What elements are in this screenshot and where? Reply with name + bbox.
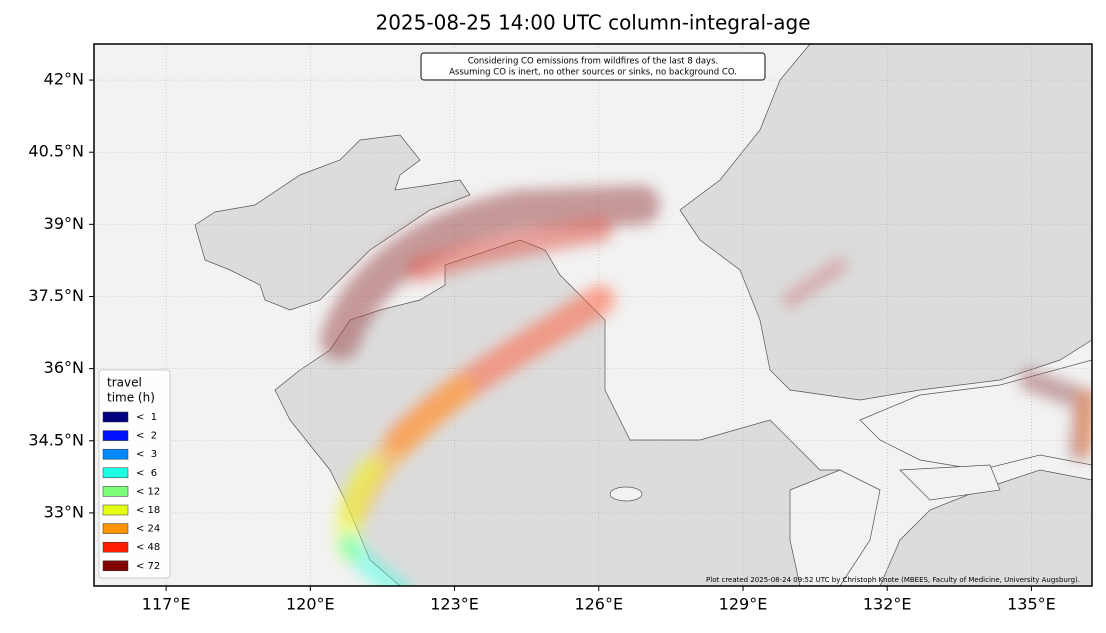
y-tick-label: 42°N: [44, 70, 84, 89]
y-tick-label: 34.5°N: [28, 430, 84, 449]
legend-label: < 48: [136, 542, 160, 553]
x-tick-label: 117°E: [142, 595, 191, 614]
legend-title: time (h): [107, 391, 155, 405]
map-frame: [93, 43, 1093, 587]
y-tick-label: 37.5°N: [28, 286, 84, 305]
legend-swatch: [102, 560, 129, 572]
x-tick-label: 126°E: [574, 595, 623, 614]
legend-swatch: [102, 448, 129, 460]
legend-swatch: [102, 411, 129, 423]
annotation-line: Considering CO emissions from wildfires …: [468, 57, 718, 67]
axis-ticks: 117°E 120°E 123°E 126°E 129°E 132°E 135°E 42°N 4…: [28, 70, 1055, 614]
y-tick-label: 39°N: [44, 214, 84, 233]
legend-label: < 2: [136, 431, 157, 442]
legend-swatch: [102, 430, 129, 441]
x-tick-label: 135°E: [1007, 595, 1056, 614]
y-tick-label: 33°N: [44, 502, 84, 521]
legend-swatch: [102, 486, 129, 497]
legend-label: < 12: [136, 486, 160, 497]
x-tick-label: 120°E: [286, 595, 335, 614]
legend-label: < 72: [136, 561, 160, 572]
legend-label: < 1: [136, 412, 157, 423]
legend: travel time (h) < 1 < 2 < 3 < 6 < 12 < 18 < 24…: [98, 369, 171, 579]
annotation-box: Considering CO emissions from wildfires …: [420, 52, 766, 81]
x-tick-label: 132°E: [863, 595, 912, 614]
legend-swatch: [102, 541, 129, 553]
map-area: Considering CO emissions from wildfires …: [94, 44, 1092, 586]
legend-swatch: [102, 523, 129, 534]
legend-title: travel: [107, 376, 142, 390]
y-tick-label: 36°N: [44, 358, 84, 377]
x-tick-label: 129°E: [719, 595, 768, 614]
plume: [320, 185, 1092, 586]
legend-swatch: [102, 467, 129, 479]
map-title: 2025-08-25 14:00 UTC column-integral-age: [375, 11, 810, 35]
legend-label: < 18: [136, 505, 160, 516]
credit: Plot created 2025-08-24 09:52 UTC by Chr…: [706, 576, 1080, 584]
legend-label: < 6: [136, 468, 157, 479]
y-tick-label: 40.5°N: [28, 142, 84, 161]
legend-label: < 3: [136, 449, 157, 460]
legend-label: < 24: [136, 524, 160, 535]
x-tick-label: 123°E: [430, 595, 479, 614]
legend-swatch: [102, 504, 129, 516]
annotation-line: Assuming CO is inert, no other sources o…: [449, 68, 737, 78]
seas: [194, 44, 1092, 586]
